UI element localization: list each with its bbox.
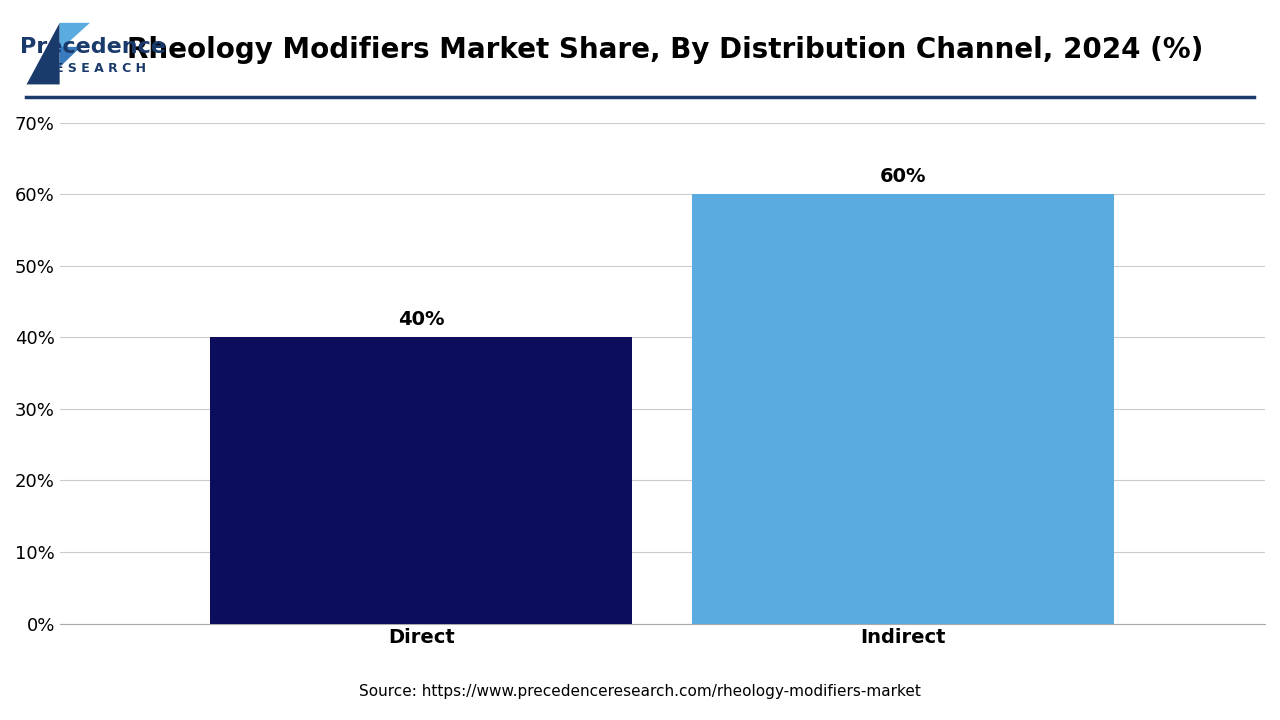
Polygon shape (27, 23, 60, 84)
Text: Precedence: Precedence (20, 37, 166, 57)
Text: Rheology Modifiers Market Share, By Distribution Channel, 2024 (%): Rheology Modifiers Market Share, By Dist… (128, 37, 1203, 64)
Bar (210, 338, 632, 624)
Text: 60%: 60% (881, 167, 927, 186)
Bar (692, 194, 1115, 624)
Text: R E S E A R C H: R E S E A R C H (41, 62, 146, 75)
Text: 40%: 40% (398, 310, 444, 329)
Polygon shape (60, 23, 90, 50)
Polygon shape (60, 47, 81, 68)
Text: Source: https://www.precedenceresearch.com/rheology-modifiers-market: Source: https://www.precedenceresearch.c… (360, 684, 920, 698)
